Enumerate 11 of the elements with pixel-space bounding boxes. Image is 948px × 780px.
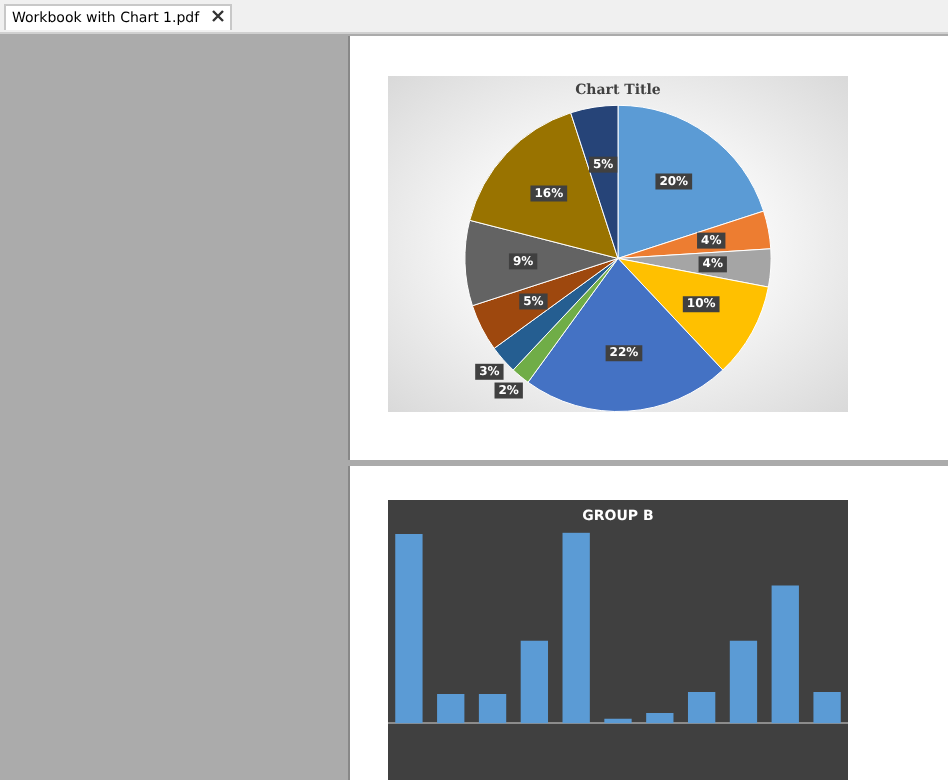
bar — [604, 718, 632, 724]
bar — [478, 693, 507, 724]
bar — [646, 713, 674, 724]
bar — [562, 532, 590, 724]
bar — [520, 640, 549, 724]
bar — [437, 693, 465, 724]
bar — [395, 534, 423, 724]
bar — [813, 692, 841, 724]
bar — [771, 585, 799, 724]
bar — [729, 640, 758, 724]
bar — [687, 692, 716, 724]
